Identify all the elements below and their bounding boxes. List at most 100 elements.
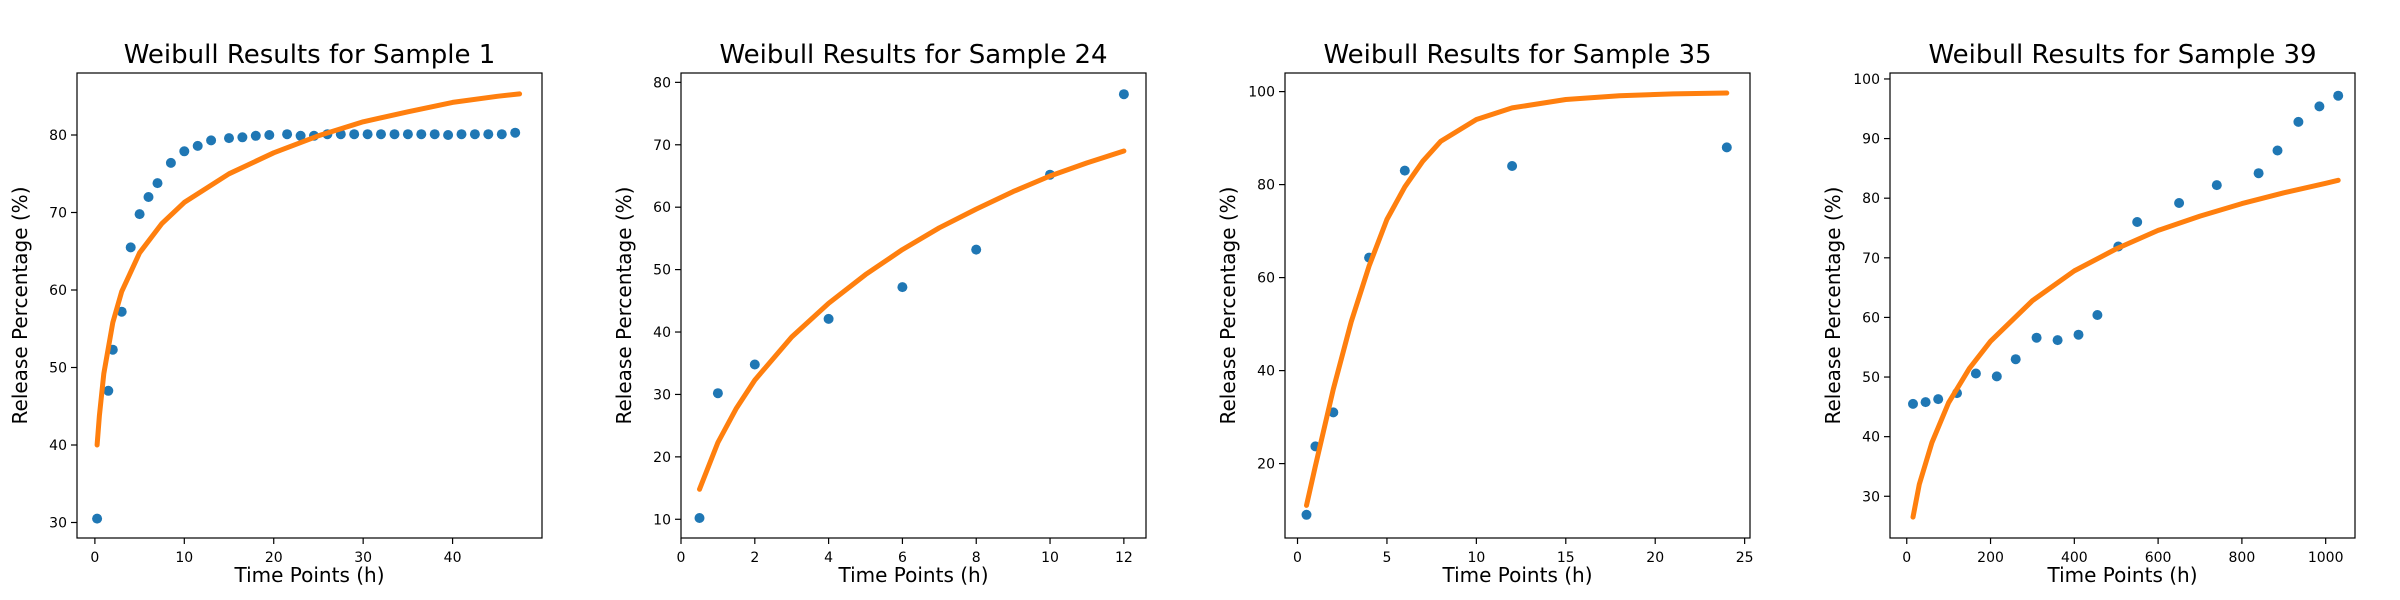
data-point [483,129,494,140]
y-tick-label: 100 [1248,85,1275,101]
x-tick-label: 6 [898,550,907,566]
y-tick-label: 40 [1257,364,1275,380]
x-tick-label: 800 [2229,550,2256,566]
data-point [971,244,982,255]
data-point [469,129,480,140]
y-tick-label: 20 [653,450,671,466]
y-tick-label: 80 [653,75,671,91]
data-point [1118,89,1129,100]
chart-panel: 0 5 10 15 20 25 20 40 60 80 100 Weibull Results for… [1216,40,1754,587]
y-tick-label: 80 [1257,178,1275,194]
data-point [1970,368,1981,379]
data-point [134,209,145,220]
data-point [897,282,908,293]
data-point [295,130,306,141]
y-tick-label: 60 [49,283,67,299]
data-point [165,157,176,168]
data-point [2010,354,2021,365]
y-tick-label: 60 [653,200,671,216]
chart-title: Weibull Results for Sample 39 [1928,40,2316,70]
data-point [456,129,467,140]
y-axis-label: Release Percentage (%) [1216,187,1240,425]
y-tick-label: 40 [1862,430,1880,446]
data-point [416,129,427,140]
y-tick-label: 20 [1257,457,1275,473]
y-tick-label: 40 [653,325,671,341]
plot-frame [1284,72,1751,539]
chart-panel: 0 10 20 30 40 30 40 50 60 70 80 Weibull Results for… [8,40,543,587]
data-point [749,359,760,370]
y-tick-label: 80 [1862,191,1880,207]
data-point [1933,394,1944,405]
x-tick-label: 0 [90,550,99,566]
plot-frame [680,72,1147,539]
data-point [143,192,154,202]
x-axis-label: Time Points (h) [837,563,988,587]
y-axis-label: Release Percentage (%) [1821,187,1845,425]
x-tick-label: 15 [1557,550,1575,566]
x-tick-label: 2 [750,550,759,566]
x-tick-label: 25 [1736,550,1754,566]
data-point [1908,398,1918,409]
data-point [2174,198,2185,208]
y-tick-label: 80 [49,128,67,144]
data-point [2092,310,2103,320]
chart-panel: 0 200 400 600 800 1000 30 40 50 60 70 80 90 100 Weibul… [1821,40,2356,587]
data-point [1920,397,1931,408]
y-tick-label: 40 [49,438,67,454]
data-point [2333,90,2344,101]
y-tick-label: 50 [653,263,671,279]
data-point [1721,142,1732,153]
plot-frame [76,72,543,539]
data-point [429,129,440,140]
fit-curve [1910,177,2341,520]
data-point [237,132,248,143]
y-tick-label: 50 [49,361,67,377]
data-point [496,129,507,140]
chart-title: Weibull Results for Sample 1 [124,40,496,70]
data-point [2052,335,2063,346]
y-tick-label: 30 [1862,489,1880,505]
fit-curve [697,148,1127,492]
data-point [823,313,834,324]
data-point [92,513,103,524]
x-axis-label: Time Points (h) [1441,563,1592,587]
y-tick-label: 10 [653,512,671,528]
data-point [192,140,203,151]
y-tick-label: 90 [1862,132,1880,148]
data-point [282,129,293,140]
x-tick-label: 10 [1041,550,1059,566]
x-tick-label: 12 [1115,550,1133,566]
x-tick-label: 20 [1646,550,1664,566]
data-point [2293,116,2304,127]
data-point [179,146,190,157]
y-axis-label: Release Percentage (%) [612,187,636,425]
x-tick-label: 10 [1467,550,1485,566]
x-tick-label: 10 [175,550,193,566]
data-point [376,129,386,140]
data-point [1399,165,1410,176]
fit-curve [1304,90,1730,508]
x-tick-label: 0 [677,550,686,566]
data-point [206,135,217,146]
data-point [712,388,723,399]
data-point [2073,329,2084,340]
x-tick-label: 200 [1977,550,2004,566]
y-tick-label: 50 [1862,370,1880,386]
y-tick-label: 70 [1862,251,1880,267]
fit-curve [94,91,523,448]
x-tick-label: 1000 [2308,550,2344,566]
data-point [2211,180,2222,191]
data-point [362,129,373,140]
data-point [264,130,275,140]
data-point [2031,332,2042,343]
data-point [389,129,400,140]
data-point [694,513,705,523]
x-axis-label: Time Points (h) [2046,563,2197,587]
x-tick-label: 30 [354,550,372,566]
chart-panel: 0 2 4 6 8 10 12 10 20 30 40 50 60 70 80 Weibull Results… [612,40,1147,587]
data-point [443,130,454,140]
y-tick-label: 70 [653,138,671,154]
x-tick-label: 0 [1293,550,1302,566]
